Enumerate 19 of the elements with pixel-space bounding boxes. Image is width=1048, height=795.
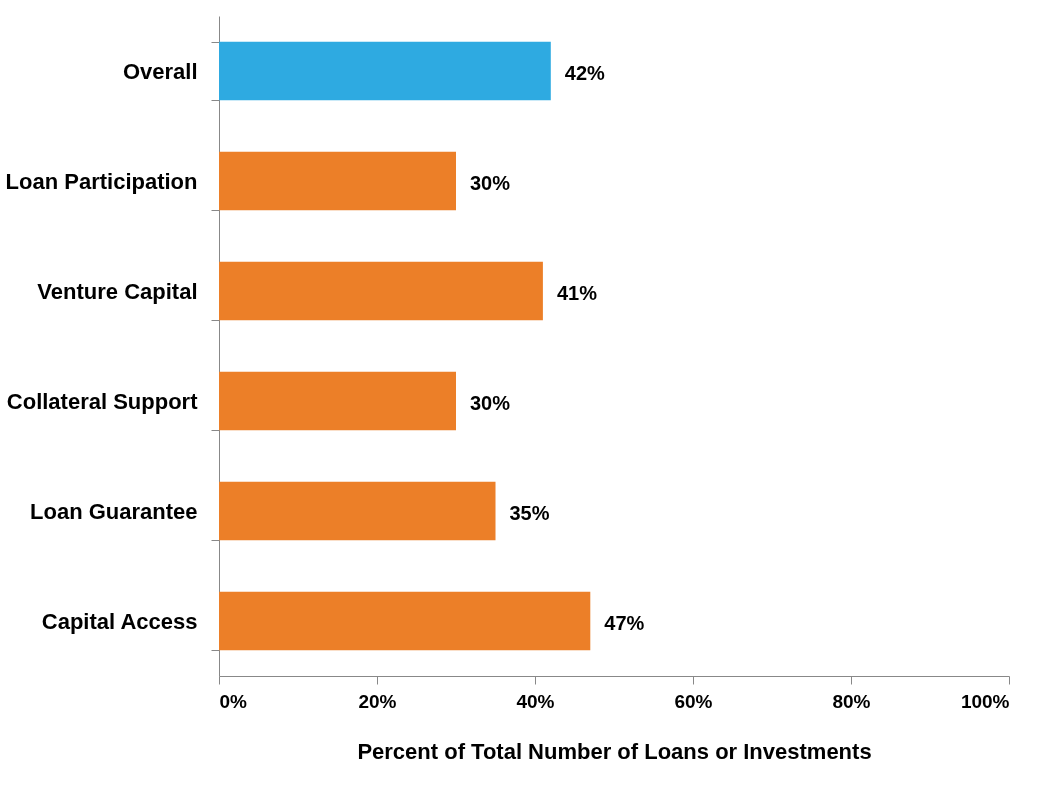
y-tick-label: Loan Participation [5,168,198,194]
data-label: 41% [556,282,598,304]
x-tick-label: 60% [674,690,713,712]
data-label: 35% [509,502,550,524]
y-tick-label: Loan Guarantee [30,498,198,524]
data-label: 30% [470,392,511,414]
data-label: 30% [470,172,511,194]
x-tick-label: 80% [832,690,871,712]
x-axis-title: Percent of Total Number of Loans or Investments [357,738,872,764]
y-tick-label: Capital Access [41,608,198,634]
data-label: 42% [564,62,606,84]
x-tick-label: 100% [960,690,1010,712]
x-tick-label: 20% [358,690,397,712]
x-tick-label: 40% [516,690,555,712]
y-tick-label: Overall [122,58,198,84]
x-tick-label: 0% [219,690,248,712]
y-tick-label: Venture Capital [37,278,198,304]
y-tick-label: Collateral Support [6,388,199,414]
data-label: 47% [604,612,645,634]
